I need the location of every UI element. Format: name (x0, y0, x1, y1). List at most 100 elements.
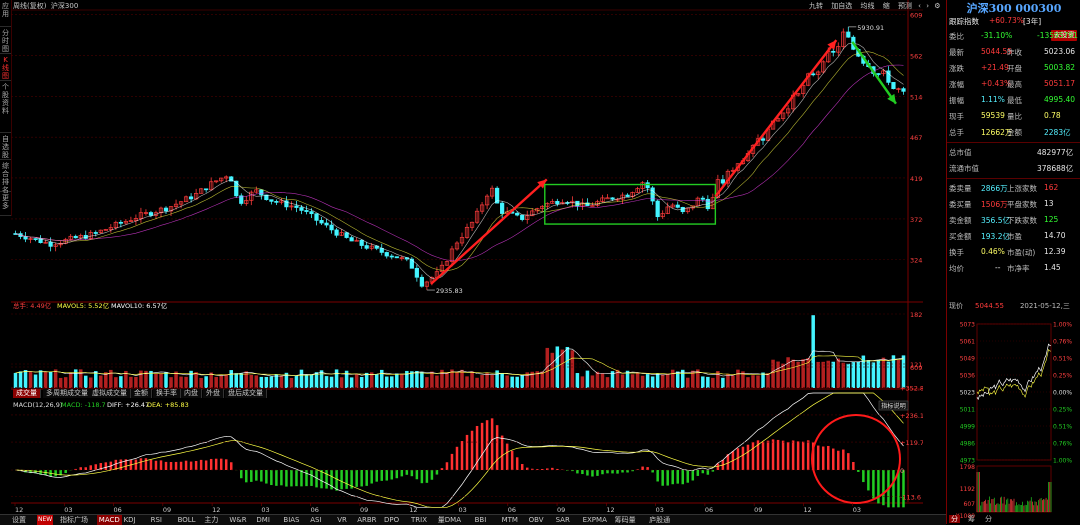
volume-bar (324, 376, 329, 388)
price-axis-label: 6097 (910, 12, 923, 20)
row-label-2: 市盈 (1007, 232, 1022, 241)
volume-tab-0[interactable]: 成交量 (13, 389, 41, 398)
indicator-tab-6[interactable]: BOLL (177, 516, 196, 524)
chevron-right-icon[interactable]: › (926, 2, 930, 10)
indicator-tab-10[interactable]: BIAS (283, 516, 300, 524)
volume-bar (485, 372, 489, 388)
indicator-tab-3[interactable]: MACD (96, 515, 122, 525)
indicator-tab-12[interactable]: VR (337, 516, 347, 524)
indicator-tab-5[interactable]: RSI (150, 516, 162, 524)
indicator-tab-8[interactable]: W&R (229, 516, 247, 524)
indicator-tab-11[interactable]: ASI (310, 516, 322, 524)
volume-bar (560, 349, 565, 388)
time-axis-label: 12 (15, 506, 23, 514)
indicator-tab-23[interactable]: 庐股通 (649, 516, 671, 524)
indicator-tab-9[interactable]: DMI (256, 516, 270, 524)
volume-bar (349, 377, 354, 388)
time-axis-label: 03 (64, 506, 72, 514)
left-tab-0[interactable]: 应用 (0, 0, 11, 27)
period-label[interactable]: 周线(复权) (13, 2, 47, 10)
chevron-left-icon[interactable]: ‹ (918, 2, 921, 10)
indicator-tab-17[interactable]: BBI (474, 516, 487, 524)
volume-bar (535, 371, 540, 388)
left-tab-4[interactable]: 自选股 (0, 135, 11, 160)
indicator-tab-16[interactable]: 量DMA (437, 516, 462, 524)
candle-body (188, 196, 194, 200)
volume-bar (294, 375, 299, 388)
indicator-tab-14[interactable]: DPO (384, 516, 400, 524)
indicator-tab-0[interactable]: 设置 (12, 516, 26, 524)
candle-body (540, 205, 545, 209)
forecast-button[interactable]: 预测 (897, 2, 912, 10)
volume-bar (254, 375, 259, 388)
shrink-button[interactable]: 缩 (882, 2, 890, 10)
candle-body (38, 238, 43, 244)
indicator-tab-15[interactable]: TRIX (411, 516, 427, 524)
volume-bar (43, 371, 48, 388)
indicator-tab-18[interactable]: MTM (501, 516, 518, 524)
invest-button[interactable]: 去投资 (1051, 30, 1077, 41)
time-axis-label: 12 (212, 506, 220, 514)
candle-body (484, 195, 490, 206)
volume-bar (620, 374, 625, 388)
candle-body (374, 245, 379, 249)
panel-title: 沪深300 000300 (966, 2, 1062, 15)
volume-tab-3[interactable]: 金额 (131, 389, 152, 398)
candle-body (469, 221, 475, 228)
time-axis-label: 03 (853, 506, 861, 514)
volume-tab-1[interactable]: 多周期成交量 (43, 389, 92, 398)
volume-bar (465, 376, 469, 388)
candle-body (665, 206, 670, 214)
add-watchlist-button[interactable]: 加自选 (831, 2, 853, 10)
left-tab-6[interactable]: 更多 (0, 192, 11, 216)
ma-button[interactable]: 均线 (860, 2, 875, 10)
indicator-tab-13[interactable]: ARBR (357, 516, 377, 524)
mini-tab-2[interactable]: 分 (985, 515, 992, 523)
mini-left-axis-label: 4999 (960, 424, 975, 431)
indicator-tab-2[interactable]: 指标广场 (60, 516, 88, 524)
candle-body (670, 204, 675, 208)
volume-tab-7[interactable]: 盘后成交量 (225, 389, 267, 398)
volume-bar (420, 371, 424, 388)
candle-body (153, 212, 159, 216)
order-row-0: 委卖量 2866万 上涨家数 162 (947, 181, 1080, 195)
volume-bar (806, 358, 810, 388)
volume-tab-6[interactable]: 外盘 (203, 389, 224, 398)
volume-tab-5[interactable]: 内盘 (181, 389, 202, 398)
indicator-tab-19[interactable]: OBV (528, 516, 544, 524)
settings-icon[interactable]: ⚙ (934, 2, 941, 10)
indicator-tab-1[interactable]: NEW (37, 515, 54, 525)
volume-bar (174, 371, 178, 388)
volume-bar (379, 369, 384, 388)
candle-body (575, 200, 580, 207)
indicator-tab-22[interactable]: 筹码量 (614, 516, 636, 524)
mini-volume-axis-label: X1000 (956, 513, 976, 520)
left-tab-5[interactable]: 综合排名 (0, 162, 11, 194)
follow-label: 跟踪指数 (949, 17, 979, 26)
candle-body (133, 218, 139, 221)
candle-body (520, 214, 525, 220)
mini-tab-0[interactable]: 分 (949, 515, 960, 523)
indicator-tab-21[interactable]: EXPMA (582, 516, 607, 524)
left-tab-2[interactable]: K线图 (0, 56, 11, 81)
mini-tab-1[interactable]: 筹 (968, 515, 975, 523)
indicator-tab-4[interactable]: KDJ (123, 516, 136, 524)
nine-turn-button[interactable]: 九转 (809, 2, 823, 10)
left-tab-3[interactable]: 个股资料 (0, 81, 11, 133)
intraday-mini-chart[interactable]: 现价 5044.55 2021-05-12,三 5073 1.00% 5061 0.76% 5… (947, 300, 1080, 524)
volume-bar (405, 370, 409, 388)
volume-bar (575, 373, 580, 388)
volume-tab-4[interactable]: 换手率 (153, 389, 181, 398)
candle-body (444, 261, 450, 266)
candle-body (93, 232, 98, 234)
indicator-tab-7[interactable]: 主力 (204, 516, 219, 524)
indicator-tab-20[interactable]: SAR (555, 516, 570, 524)
quote-row-1: 最新 5044.55 昨收 5023.06 (947, 45, 1080, 59)
left-tab-1[interactable]: 分时图 (0, 29, 11, 54)
candle-body (605, 197, 610, 200)
mini-left-axis-label: 5023 (960, 390, 975, 397)
volume-tab-2[interactable]: 虚拟成交量 (89, 389, 131, 398)
time-axis-label: 12 (606, 506, 614, 514)
